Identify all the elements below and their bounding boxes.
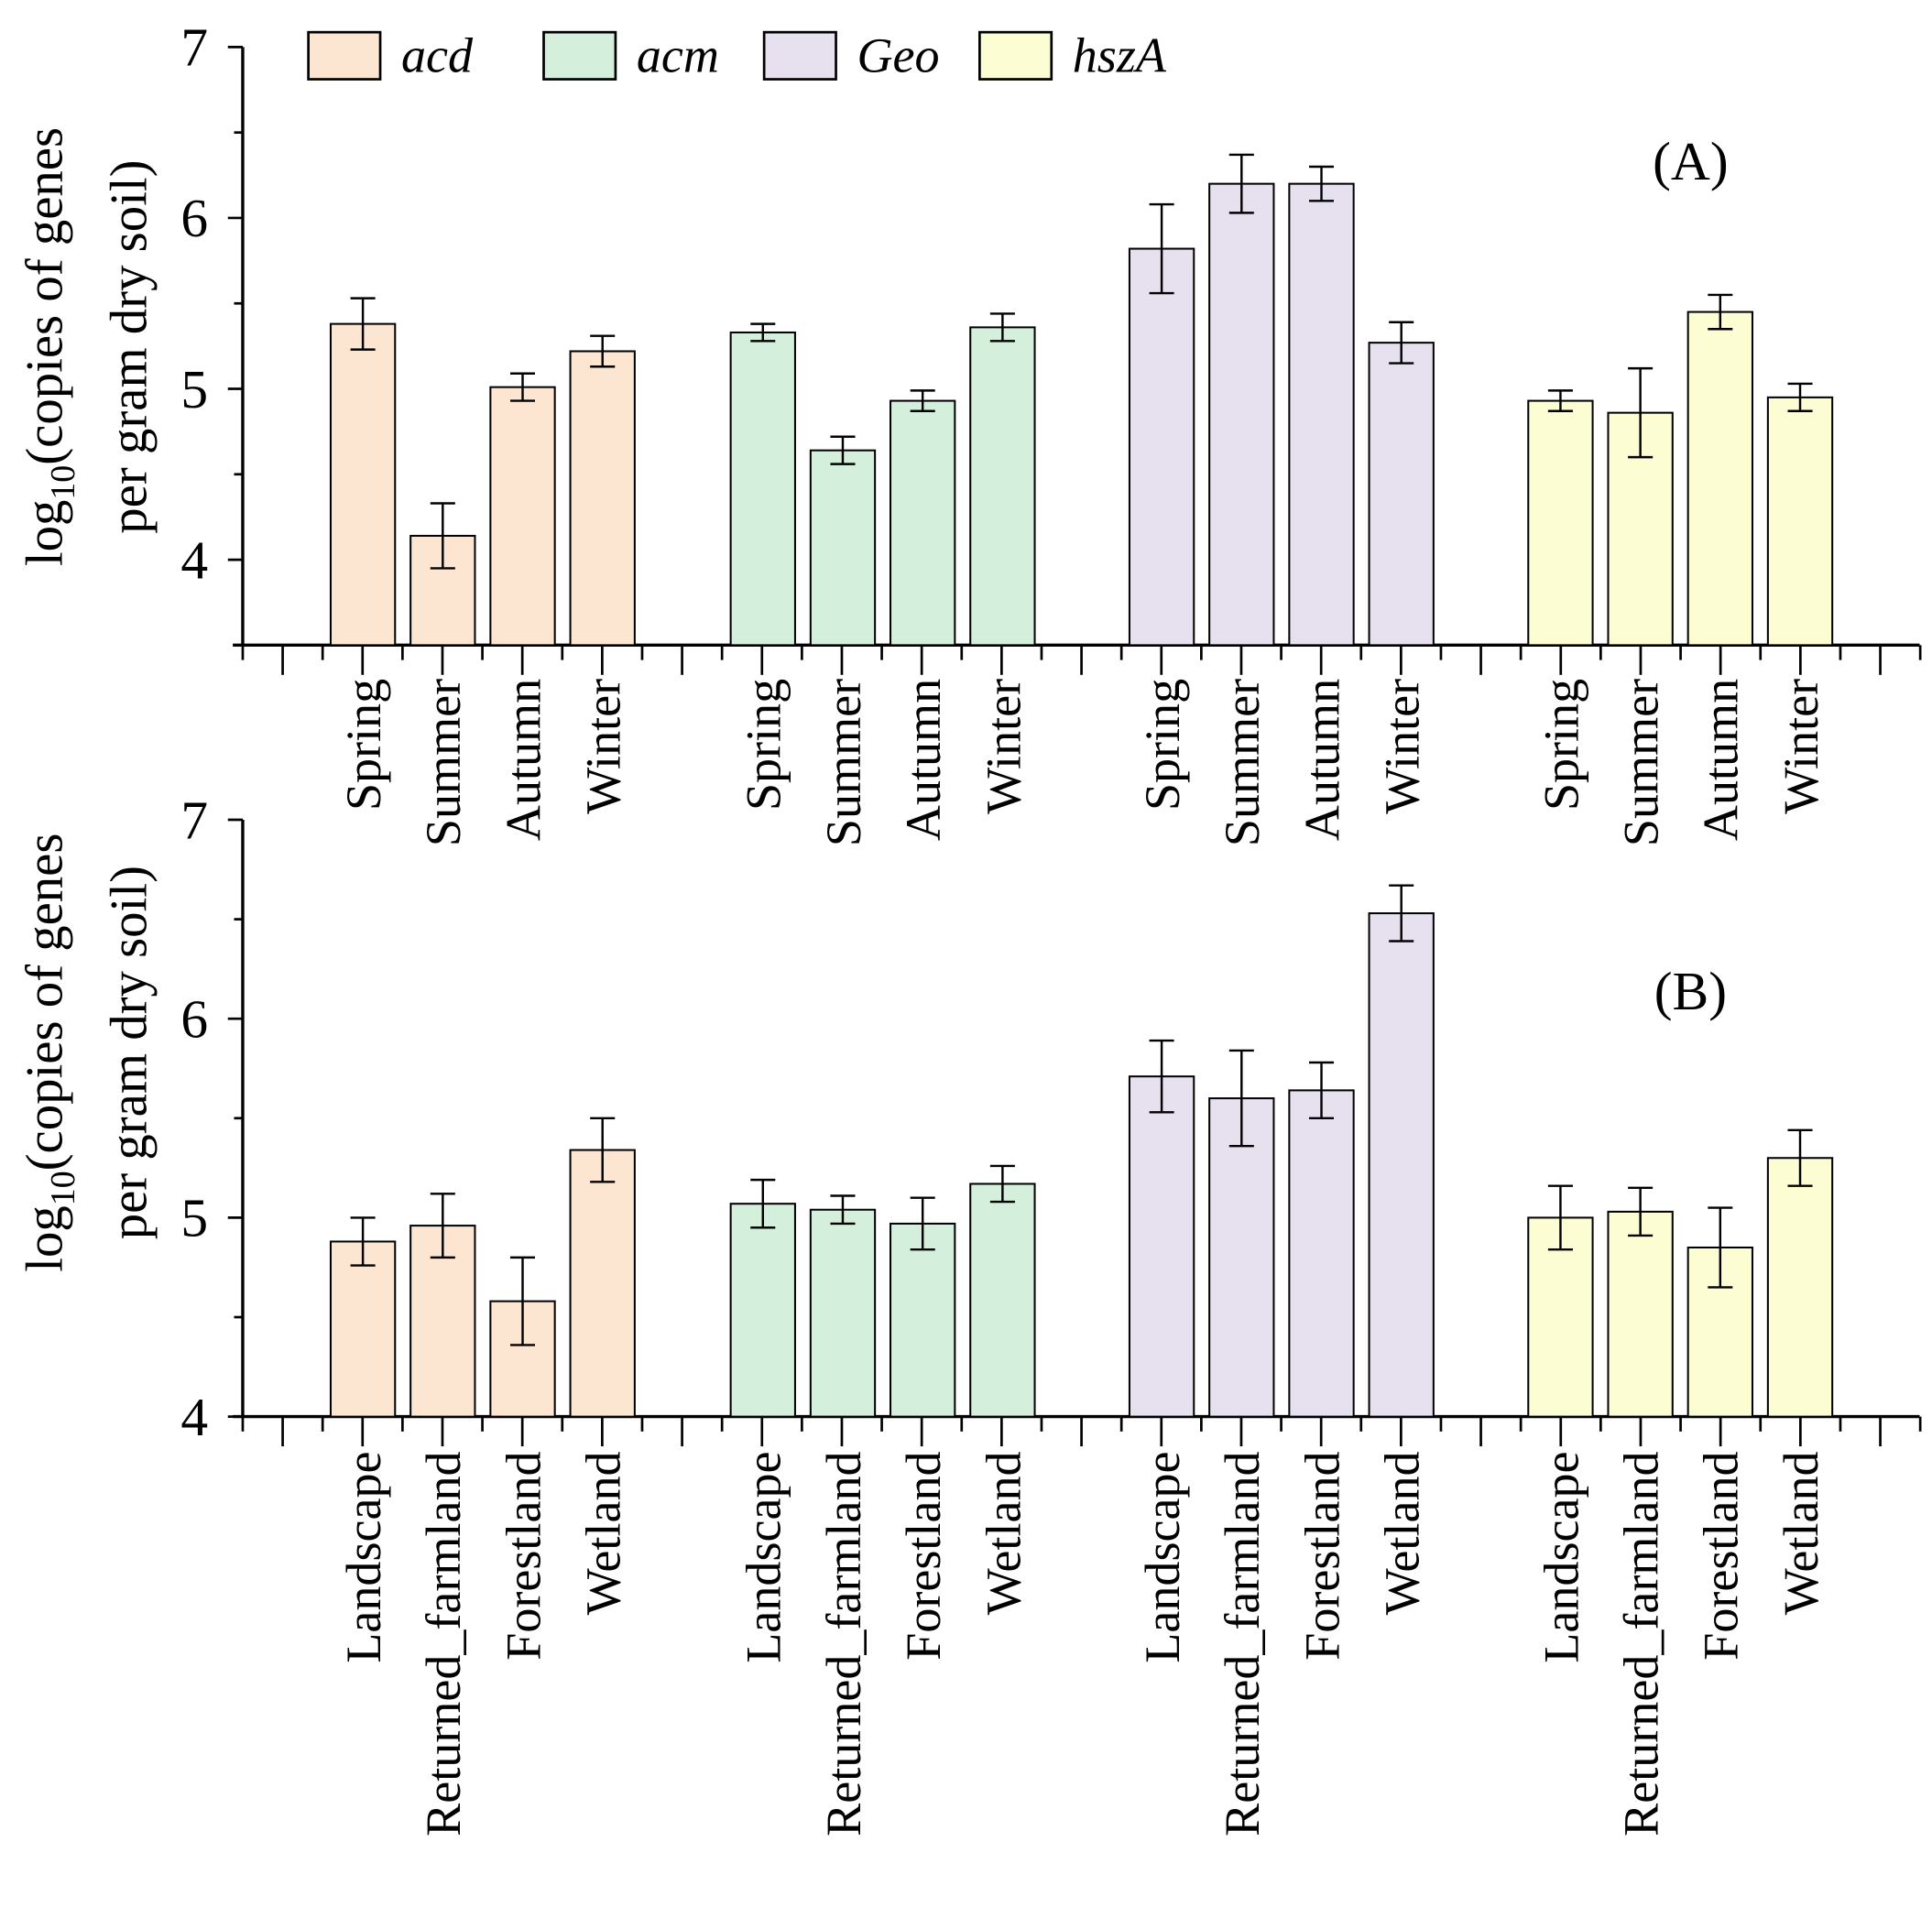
y-tick-label: 5 xyxy=(180,1188,208,1248)
bar-Geo-spring xyxy=(1128,247,1195,647)
bar-acm-summer xyxy=(809,449,877,647)
panel-b: 4 5 6 7 Landscape Returned_farmland Forestland… xyxy=(16,790,1922,1836)
bar-Geo-landscape xyxy=(1128,1075,1195,1418)
y-axis-title-line2: per gram dry soil) xyxy=(101,866,158,1239)
panel-a: 4 5 6 7 Spring Summer Autumn Winter Spring Summer… xyxy=(16,17,1922,846)
bar-Geo-summer xyxy=(1208,182,1275,647)
y-axis-title-subscript: 10 xyxy=(44,465,82,500)
bar-acd-autumn xyxy=(489,386,556,647)
bar-hszA-spring xyxy=(1527,399,1594,647)
bar-acm-forestland xyxy=(890,1222,956,1418)
y-axis-title-log: log xyxy=(16,1205,74,1272)
x-tick-label: Autumn xyxy=(496,679,551,841)
panel-label: (A) xyxy=(1653,131,1729,191)
x-tick-label: Forestland xyxy=(896,1451,951,1660)
bar-acm-wetland xyxy=(969,1182,1036,1418)
bar-Geo-wetland xyxy=(1368,912,1435,1418)
y-tick-label: 6 xyxy=(180,188,208,248)
y-axis-title-rest: (copies of genes xyxy=(16,127,74,465)
x-tick-label: Autumn xyxy=(1294,679,1349,841)
x-tick-label: Summer xyxy=(1614,679,1669,846)
bar-acd-winter xyxy=(569,350,636,647)
legend-label-hszA: hszA xyxy=(1073,27,1167,82)
x-tick-label: Returned_farmland xyxy=(1614,1451,1669,1836)
y-axis-title-line2: per gram dry soil) xyxy=(101,159,158,533)
x-tick-label: Forestland xyxy=(1294,1451,1349,1660)
legend: acd acm Geo hszA xyxy=(307,27,1167,82)
y-axis-title-line1: log10(copies of genes xyxy=(16,834,83,1272)
x-tick-label: Autumn xyxy=(1694,679,1749,841)
x-tick-label: Autumn xyxy=(896,679,951,841)
panel-label: (B) xyxy=(1654,961,1727,1021)
bar-hszA-returned_farmland xyxy=(1607,1210,1674,1418)
bar-Geo-winter xyxy=(1368,342,1435,647)
x-tick-label: Spring xyxy=(737,679,791,811)
legend-swatch-Geo xyxy=(762,30,837,81)
bar-acd-wetland xyxy=(569,1149,636,1418)
bar-acd-spring xyxy=(329,322,397,647)
y-tick-label: 7 xyxy=(180,17,208,78)
x-tick-label: Returned_farmland xyxy=(1215,1451,1270,1836)
x-tick-label: Winter xyxy=(1774,679,1828,814)
legend-label-acd: acd xyxy=(401,27,474,82)
x-tick-label: Returned_farmland xyxy=(816,1451,871,1836)
bar-acm-winter xyxy=(969,326,1036,647)
legend-label-Geo: Geo xyxy=(857,27,940,82)
x-tick-label: Returned_farmland xyxy=(416,1451,471,1836)
bar-hszA-landscape xyxy=(1527,1216,1594,1418)
legend-swatch-acm xyxy=(542,30,617,81)
bar-Geo-forestland xyxy=(1288,1089,1355,1418)
x-tick-label: Landscape xyxy=(336,1451,391,1662)
x-tick-label: Spring xyxy=(1135,679,1190,811)
bar-acm-autumn xyxy=(890,399,956,647)
y-tick-label: 5 xyxy=(180,359,208,420)
y-tick-label: 4 xyxy=(180,1387,208,1447)
x-tick-label: Spring xyxy=(336,679,391,811)
x-tick-label: Winter xyxy=(976,679,1031,814)
y-axis-title-log: log xyxy=(16,500,74,567)
bar-hszA-winter xyxy=(1766,396,1834,647)
legend-swatch-acd xyxy=(307,30,382,81)
bar-Geo-returned_farmland xyxy=(1208,1097,1275,1418)
y-tick-label: 6 xyxy=(180,988,208,1049)
bar-acd-landscape xyxy=(329,1240,397,1418)
bar-acm-landscape xyxy=(729,1203,796,1418)
x-tick-label: Wetland xyxy=(1375,1451,1430,1615)
y-tick-label: 7 xyxy=(180,790,208,850)
x-tick-label: Landscape xyxy=(1135,1451,1190,1662)
x-tick-label: Forestland xyxy=(1694,1451,1749,1660)
y-tick-label: 4 xyxy=(180,529,208,590)
bar-acm-returned_farmland xyxy=(809,1208,877,1418)
y-axis-title-line1: log10(copies of genes xyxy=(16,127,83,566)
legend-swatch-hszA xyxy=(978,30,1053,81)
x-tick-label: Summer xyxy=(416,679,471,846)
x-tick-label: Summer xyxy=(1215,679,1270,846)
legend-label-acm: acm xyxy=(637,27,719,82)
bar-Geo-autumn xyxy=(1288,182,1355,647)
x-tick-label: Wetland xyxy=(1774,1451,1828,1615)
y-axis-title-rest: (copies of genes xyxy=(16,834,74,1171)
y-axis-title-subscript: 10 xyxy=(44,1171,82,1205)
bar-hszA-wetland xyxy=(1766,1157,1834,1418)
bar-hszA-autumn xyxy=(1686,311,1753,647)
bar-acm-spring xyxy=(729,331,796,647)
x-tick-label: Wetland xyxy=(576,1451,631,1615)
x-tick-label: Forestland xyxy=(496,1451,551,1660)
x-tick-label: Landscape xyxy=(1534,1451,1588,1662)
x-tick-label: Wetland xyxy=(976,1451,1031,1615)
x-tick-label: Spring xyxy=(1534,679,1588,811)
x-tick-label: Summer xyxy=(816,679,871,846)
x-tick-label: Winter xyxy=(1375,679,1430,814)
x-tick-label: Winter xyxy=(576,679,631,814)
x-tick-label: Landscape xyxy=(737,1451,791,1662)
